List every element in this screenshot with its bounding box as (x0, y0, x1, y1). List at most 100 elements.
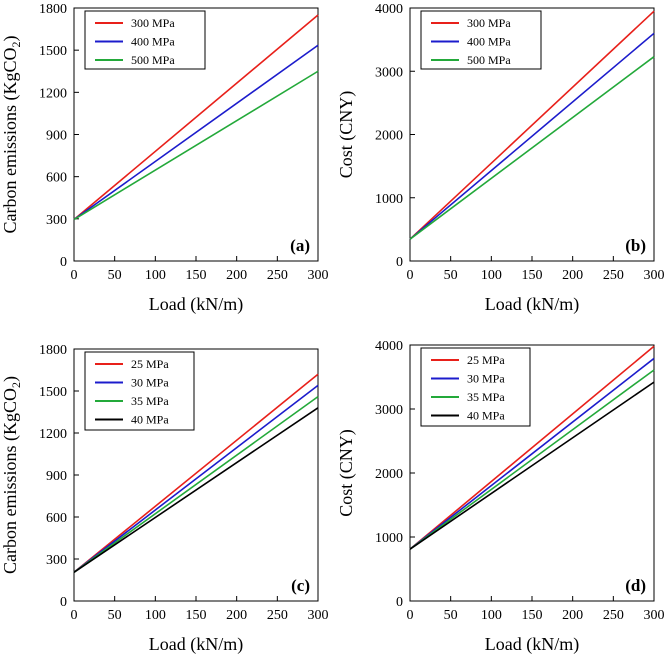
legend: 300 MPa 400 MPa 500 MPa (84, 10, 206, 70)
x-tick-label: 0 (407, 608, 414, 623)
y-tick-label: 2000 (375, 467, 403, 482)
y-tick-label: 300 (46, 213, 67, 228)
y-tick-label: 600 (46, 171, 67, 186)
x-tick-label: 100 (145, 268, 166, 283)
y-tick-label: 900 (46, 469, 67, 484)
x-tick-label: 100 (481, 608, 502, 623)
series-line-1 (73, 373, 319, 573)
legend-entry: 300 MPa (467, 16, 511, 30)
y-tick-label: 1800 (39, 343, 67, 358)
legend-entry: 25 MPa (131, 357, 169, 371)
x-tick-label: 150 (186, 608, 207, 623)
series-line-2 (409, 32, 655, 240)
y-tick-label: 1000 (375, 192, 403, 207)
series-line-3 (73, 70, 319, 221)
y-tick-label: 1500 (39, 44, 67, 59)
x-axis-label: Load (kN/m) (149, 294, 243, 315)
series-line-3 (409, 369, 655, 550)
x-tick-label: 300 (644, 608, 665, 623)
x-tick-label: 50 (108, 608, 122, 623)
y-tick-label: 0 (60, 595, 67, 610)
x-tick-label: 0 (71, 268, 78, 283)
y-tick-label: 4000 (375, 2, 403, 17)
series-line-3 (409, 56, 655, 240)
x-axis-label: Load (kN/m) (149, 634, 243, 655)
legend-entry: 500 MPa (467, 53, 511, 67)
panel-label: (c) (291, 576, 310, 595)
x-tick-label: 100 (145, 608, 166, 623)
panel-label: (b) (625, 236, 646, 255)
x-tick-label: 300 (644, 268, 665, 283)
legend: 300 MPa 400 MPa 500 MPa (420, 10, 542, 70)
x-tick-label: 200 (226, 268, 247, 283)
y-tick-label: 1200 (39, 86, 67, 101)
y-axis-label: Carbon emissions (KgCO2) (0, 376, 23, 574)
x-tick-label: 50 (444, 608, 458, 623)
y-axis-label: Cost (CNY) (336, 91, 357, 179)
x-tick-label: 150 (522, 268, 543, 283)
x-tick-label: 250 (603, 608, 624, 623)
series-line-1 (73, 14, 319, 221)
legend-entry: 35 MPa (131, 394, 169, 408)
y-tick-label: 2000 (375, 129, 403, 144)
y-tick-label: 0 (396, 595, 403, 610)
x-tick-label: 200 (226, 608, 247, 623)
y-tick-label: 1800 (39, 2, 67, 17)
legend-entry: 25 MPa (467, 353, 505, 367)
x-tick-label: 200 (562, 268, 583, 283)
series-line-3 (73, 395, 319, 573)
legend-entry: 500 MPa (131, 53, 175, 67)
panel-label: (d) (625, 576, 646, 595)
x-tick-label: 150 (186, 268, 207, 283)
legend: 25 MPa 30 MPa 35 MPa 40 MPa (84, 351, 195, 431)
y-tick-label: 1000 (375, 531, 403, 546)
x-axis-label: Load (kN/m) (485, 634, 579, 655)
legend-entry: 30 MPa (467, 372, 505, 386)
legend-entry: 400 MPa (131, 35, 175, 49)
x-tick-label: 0 (407, 268, 414, 283)
x-axis-label: Load (kN/m) (485, 294, 579, 315)
y-tick-label: 1200 (39, 427, 67, 442)
x-tick-label: 250 (267, 608, 288, 623)
y-tick-label: 4000 (375, 339, 403, 354)
legend-entry: 300 MPa (131, 16, 175, 30)
x-tick-label: 100 (481, 268, 502, 283)
x-tick-label: 150 (522, 608, 543, 623)
legend-entry: 40 MPa (131, 413, 169, 427)
series-line-4 (409, 381, 655, 550)
legend-box (84, 10, 206, 70)
y-tick-label: 3000 (375, 65, 403, 80)
legend-entry: 400 MPa (467, 35, 511, 49)
series-line-1 (409, 10, 655, 240)
legend-entry: 40 MPa (467, 409, 505, 423)
series-line-2 (409, 357, 655, 550)
x-tick-label: 50 (444, 268, 458, 283)
y-tick-label: 1500 (39, 385, 67, 400)
y-tick-label: 0 (60, 255, 67, 270)
x-tick-label: 250 (267, 268, 288, 283)
y-tick-label: 3000 (375, 403, 403, 418)
legend-entry: 35 MPa (467, 390, 505, 404)
y-tick-label: 0 (396, 255, 403, 270)
series-line-4 (73, 407, 319, 573)
panel-label: (a) (290, 236, 310, 255)
x-tick-label: 300 (308, 268, 329, 283)
x-tick-label: 50 (108, 268, 122, 283)
x-tick-label: 0 (71, 608, 78, 623)
x-tick-label: 200 (562, 608, 583, 623)
y-axis-label: Cost (CNY) (336, 429, 357, 517)
x-tick-label: 250 (603, 268, 624, 283)
x-tick-label: 300 (308, 608, 329, 623)
legend: 25 MPa 30 MPa 35 MPa 40 MPa (420, 347, 531, 427)
series-line-1 (409, 345, 655, 550)
y-tick-label: 600 (46, 511, 67, 526)
chart-panel-3: 0 50 100 150 200 250 300 0 300 600 900 1200 1500 1800… (0, 343, 329, 655)
series-line-2 (73, 384, 319, 573)
series-line-2 (73, 44, 319, 221)
y-axis-label: Carbon emissions (KgCO2) (0, 36, 23, 234)
y-tick-label: 900 (46, 129, 67, 144)
y-tick-label: 300 (46, 553, 67, 568)
